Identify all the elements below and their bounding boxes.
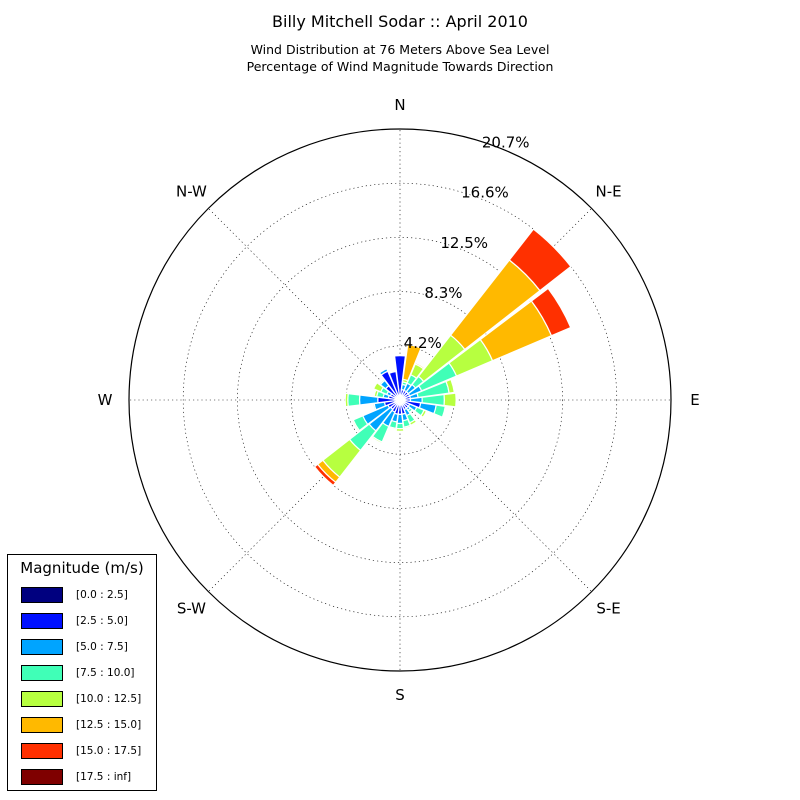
legend-swatch <box>21 691 63 707</box>
legend-swatch <box>21 613 63 629</box>
radial-tick-label: 16.6% <box>461 184 509 202</box>
chart-title: Billy Mitchell Sodar :: April 2010 <box>272 12 528 31</box>
wind-sector-bar <box>414 361 426 370</box>
legend-label: [12.5 : 15.0] <box>76 719 142 731</box>
radial-tick-label: 12.5% <box>440 234 488 252</box>
wind-sector-bar <box>407 342 423 349</box>
wind-sector-bar <box>351 419 361 433</box>
radial-tick-label: 8.3% <box>424 284 462 302</box>
legend-swatch <box>21 639 63 655</box>
radial-tick-label: 20.7% <box>482 134 530 152</box>
direction-label: S-W <box>177 600 206 618</box>
direction-label: N-W <box>176 182 207 200</box>
direction-label: S-E <box>596 600 620 618</box>
wind-sector-bar <box>445 378 455 394</box>
radial-grid-ring <box>182 182 618 618</box>
wind-sector-bar <box>388 370 401 398</box>
legend-swatch <box>21 743 63 759</box>
wind-sector-bar <box>344 392 349 408</box>
direction-label: S <box>395 686 405 704</box>
legend-label: [5.0 : 7.5] <box>76 641 128 653</box>
legend-label: [0.0 : 2.5] <box>76 589 128 601</box>
direction-label: N-E <box>596 182 622 200</box>
subtitle-line-1: Wind Distribution at 76 Meters Above Sea… <box>250 42 550 57</box>
legend: Magnitude (m/s) [0.0 : 2.5] [2.5 : 5.0] … <box>7 554 157 791</box>
wind-sector-bar <box>347 392 361 408</box>
legend-label: [17.5 : inf] <box>76 771 132 783</box>
legend-swatch <box>21 717 63 733</box>
legend-title: Magnitude (m/s) <box>20 559 144 577</box>
wind-sector-bar <box>508 228 572 292</box>
sector-layer <box>313 228 572 487</box>
legend-swatch <box>21 665 63 681</box>
radial-tick-label: 4.2% <box>404 334 442 352</box>
subtitle-line-2: Percentage of Wind Magnitude Towards Dir… <box>246 59 554 74</box>
radial-grid-ring <box>237 237 563 563</box>
angular-grid-line <box>208 399 401 592</box>
label-layer: 4.2% 8.3% 12.5% 16.6% 20.7% N N-E E S-E S S-W W N-W <box>98 96 700 704</box>
direction-label: E <box>690 391 699 409</box>
legend-label: [10.0 : 12.5] <box>76 693 142 705</box>
angular-grid-line <box>399 399 592 592</box>
direction-label: W <box>98 391 113 409</box>
wind-sector-bar <box>378 367 389 376</box>
wind-sector-bar <box>395 427 405 432</box>
legend-swatch <box>21 769 63 785</box>
radial-grid-ring <box>291 291 509 509</box>
legend-label: [15.0 : 17.5] <box>76 745 142 757</box>
wind-sector-bar <box>420 409 428 419</box>
wind-sector-bar <box>443 392 457 408</box>
angular-grid-line <box>208 208 401 401</box>
legend-label: [2.5 : 5.0] <box>76 615 128 627</box>
wind-sector-bar <box>530 287 572 337</box>
polar-outer-circle <box>128 128 672 672</box>
direction-label: N <box>394 96 405 114</box>
wind-sector-bar <box>395 422 405 430</box>
chart-subtitle: Wind Distribution at 76 Meters Above Sea… <box>0 41 800 75</box>
wind-sector-bar <box>372 381 385 393</box>
wind-sector-bar <box>370 435 383 445</box>
wind-sector-bar <box>433 404 446 418</box>
legend-swatch <box>21 587 63 603</box>
legend-label: [7.5 : 10.0] <box>76 667 135 679</box>
wind-sector-bar <box>313 463 337 487</box>
